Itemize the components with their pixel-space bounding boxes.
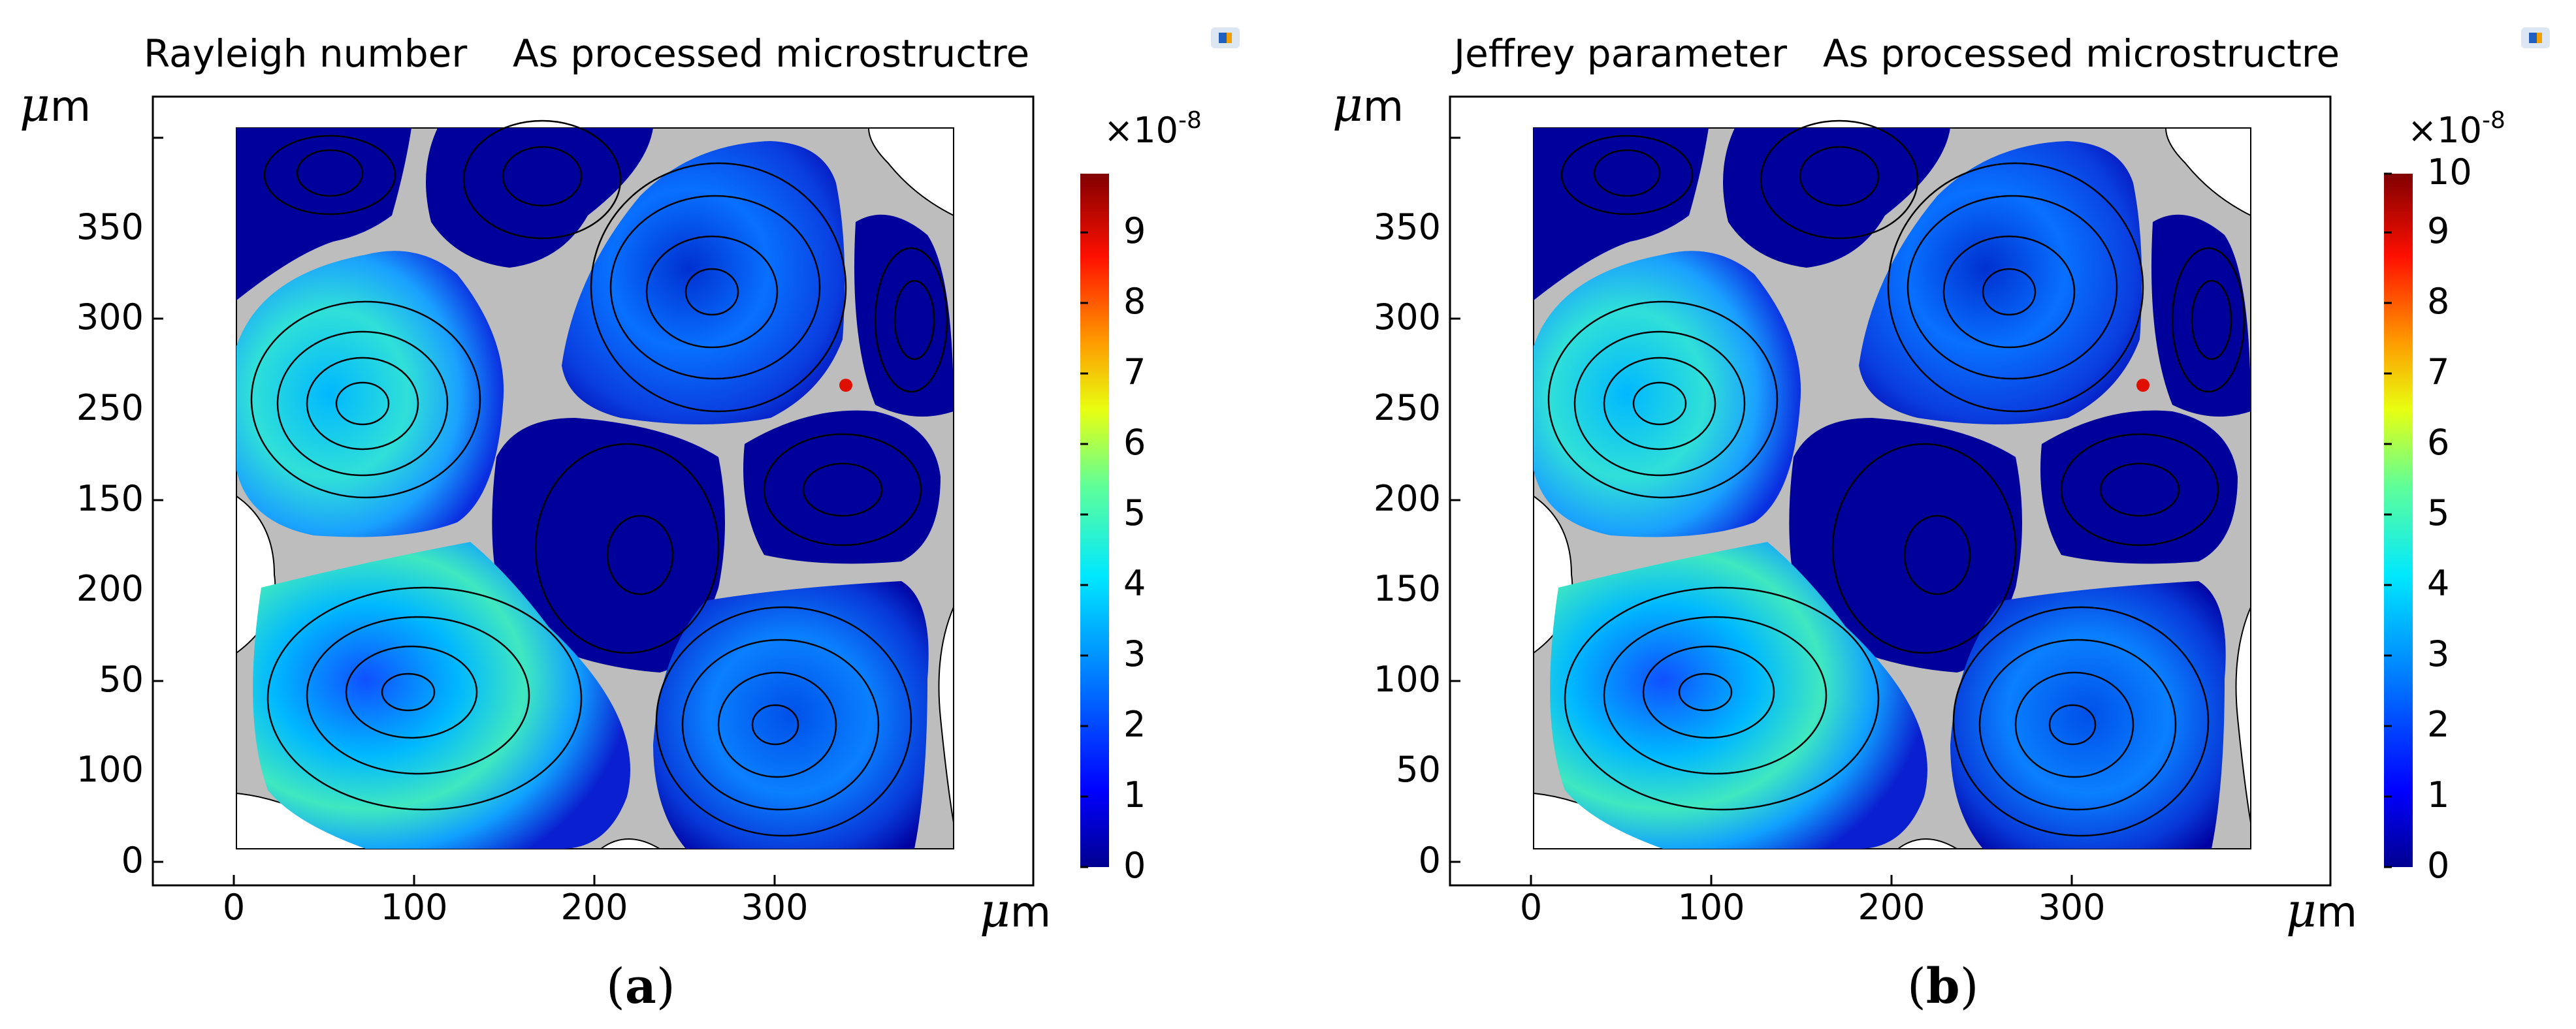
hot-spot xyxy=(839,379,852,392)
title-left: Jeffrey parameter xyxy=(1454,31,1787,76)
app-logo-icon xyxy=(2517,20,2554,56)
grain-upper-left xyxy=(1534,251,1801,537)
y-tick: 100 xyxy=(76,749,144,790)
colorbar-tick: 9 xyxy=(2427,210,2450,251)
void-bottom xyxy=(1895,838,1959,849)
x-tick: 200 xyxy=(560,887,628,928)
y-tick: 250 xyxy=(76,387,144,428)
x-axis-unit: μm xyxy=(980,883,1052,938)
grain-lower-left xyxy=(1550,542,1927,849)
grain-top-center xyxy=(1723,128,1950,268)
y-axis-unit: μm xyxy=(20,77,91,132)
grain-upper-left xyxy=(236,251,504,537)
caption-b: (b) xyxy=(1907,958,1979,1015)
colorbar-tick: 3 xyxy=(2427,633,2450,674)
y-tick: 200 xyxy=(76,568,144,609)
y-tick: 300 xyxy=(1373,296,1441,338)
colorbar-tick: 2 xyxy=(2427,704,2450,745)
y-tick: 350 xyxy=(1373,206,1441,247)
grain-lower-right xyxy=(653,581,929,849)
colorbar-tick: 0 xyxy=(1123,845,1146,886)
colorbar-tick: 2 xyxy=(1123,704,1146,745)
streamlines xyxy=(1547,119,2246,837)
x-tick: 200 xyxy=(1858,887,1925,928)
title-left: Rayleigh number xyxy=(144,31,468,76)
grain-top-center xyxy=(426,128,653,268)
grain-center-right xyxy=(2040,410,2238,564)
colorbar-tick: 5 xyxy=(1123,492,1146,533)
colorbar-tick: 8 xyxy=(1123,281,1146,322)
colorbar-tick: 5 xyxy=(2427,492,2450,533)
colorbar-ticks xyxy=(1080,231,1088,868)
colorbar-ticks xyxy=(2384,172,2392,868)
tick-marks xyxy=(153,136,776,885)
grain-center-right xyxy=(743,410,941,564)
title-right: As processed microstructre xyxy=(1823,31,2340,76)
title-right: As processed microstructre xyxy=(513,31,1030,76)
x-tick: 0 xyxy=(1519,887,1543,928)
hot-spot xyxy=(2136,379,2149,392)
grain-far-right xyxy=(854,214,954,417)
y-tick: 250 xyxy=(1373,387,1441,428)
x-tick: 100 xyxy=(380,887,448,928)
tick-marks xyxy=(1450,136,2073,885)
panel-a: Rayleigh number As processed microstruct… xyxy=(20,20,1244,1015)
caption-a: (a) xyxy=(606,958,675,1015)
void-bottom xyxy=(598,838,662,849)
y-tick: 200 xyxy=(1373,478,1441,519)
x-tick: 100 xyxy=(1677,887,1745,928)
x-tick: 300 xyxy=(741,887,809,928)
y-tick: 150 xyxy=(1373,568,1441,609)
void-top-right xyxy=(867,127,954,217)
y-tick: 300 xyxy=(76,296,144,338)
colorbar-tick: 10 xyxy=(2427,151,2472,193)
void-right xyxy=(938,607,954,823)
colorbar-b xyxy=(2384,174,2413,867)
x-axis-unit: μm xyxy=(2286,883,2358,938)
panel-a-plot xyxy=(152,95,1109,887)
colorbar-a xyxy=(1080,174,1109,867)
colorbar-tick: 7 xyxy=(1123,351,1146,392)
panel-b: Jeffrey parameter As processed microstru… xyxy=(1310,0,2576,1029)
y-tick: 0 xyxy=(121,840,144,881)
y-tick: 350 xyxy=(76,206,144,247)
colorbar-multiplier: ×10-8 xyxy=(2407,107,2505,151)
colorbar-tick: 4 xyxy=(1123,563,1146,604)
y-tick: 50 xyxy=(99,659,144,700)
colorbar-tick: 8 xyxy=(2427,281,2450,322)
colorbar-tick: 4 xyxy=(2427,563,2450,604)
colorbar-tick: 7 xyxy=(2427,351,2450,392)
grain-lower-right xyxy=(1950,581,2226,849)
y-tick: 150 xyxy=(76,478,144,519)
app-logo-icon xyxy=(1207,20,1244,56)
y-tick: 0 xyxy=(1418,840,1441,881)
x-tick: 0 xyxy=(222,887,246,928)
streamlines xyxy=(250,119,948,837)
x-tick: 300 xyxy=(2038,887,2106,928)
colorbar-tick: 1 xyxy=(1123,774,1146,815)
grain-lower-left xyxy=(253,542,631,849)
colorbar-tick: 6 xyxy=(2427,422,2450,463)
panel-b-plot xyxy=(1449,95,2413,887)
y-tick: 100 xyxy=(1373,659,1441,700)
colorbar-tick: 9 xyxy=(1123,210,1146,251)
colorbar-tick: 6 xyxy=(1123,422,1146,463)
colorbar-tick: 1 xyxy=(2427,774,2450,815)
colorbar-tick: 3 xyxy=(1123,633,1146,674)
colorbar-tick: 0 xyxy=(2427,845,2450,886)
y-axis-unit: μm xyxy=(1332,77,1404,132)
grain-far-right xyxy=(2151,214,2251,417)
colorbar-multiplier: ×10-8 xyxy=(1104,107,1202,151)
y-tick: 50 xyxy=(1396,749,1441,790)
void-top-right xyxy=(2165,127,2251,217)
void-right xyxy=(2235,607,2251,823)
